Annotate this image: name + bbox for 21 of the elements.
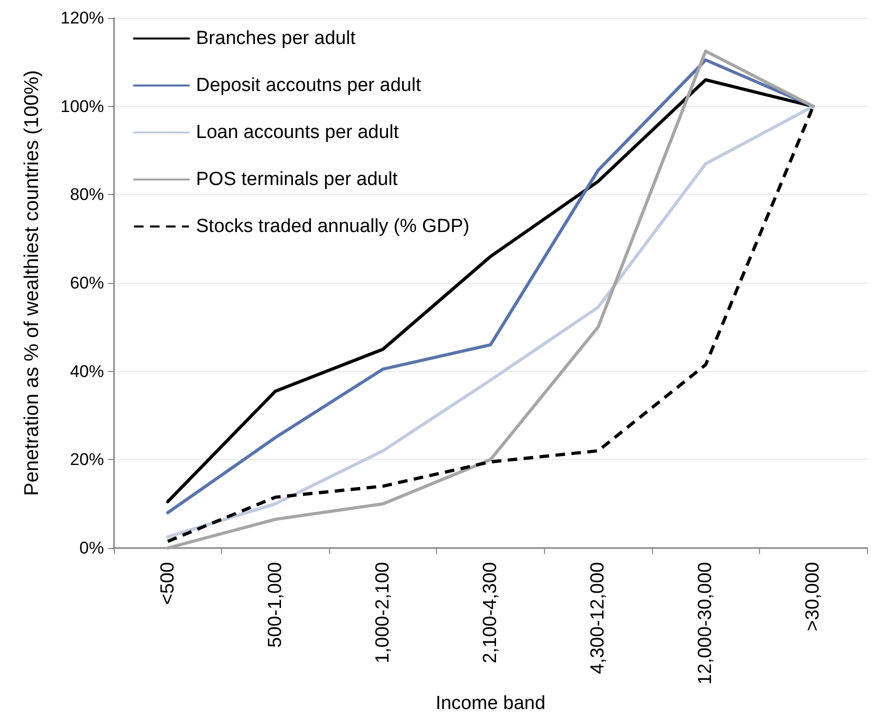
y-tick-label: 80%: [70, 185, 104, 204]
x-tick-label: 500-1,000: [264, 562, 286, 648]
legend-label: Stocks traded annually (% GDP): [196, 216, 470, 237]
y-axis-title: Penetration as % of wealthiest countries (100%): [21, 70, 43, 496]
y-tick-label: 60%: [70, 274, 104, 292]
y-tick-label: 100%: [60, 96, 104, 116]
legend-label: Deposit accoutns per adult: [196, 75, 422, 96]
y-tick-label: 20%: [70, 450, 104, 470]
x-tick-label: <500: [157, 562, 178, 605]
x-tick-label: 4,300-12,000: [588, 562, 609, 674]
x-axis-title: Income band: [436, 693, 546, 714]
legend-label: Loan accounts per adult: [196, 122, 400, 143]
y-tick-label: 120%: [60, 8, 104, 28]
y-tick-label: 40%: [70, 362, 104, 381]
legend-label: Branches per adult: [196, 28, 356, 49]
y-tick-label: 0%: [79, 538, 104, 558]
legend-label: POS terminals per adult: [196, 169, 398, 190]
x-tick-label: 1,000-2,100: [372, 562, 394, 664]
x-tick-label: 2,100-4,300: [480, 562, 501, 664]
x-tick-label: 12,000-30,000: [695, 562, 716, 685]
x-tick-label: >30,000: [802, 562, 824, 632]
